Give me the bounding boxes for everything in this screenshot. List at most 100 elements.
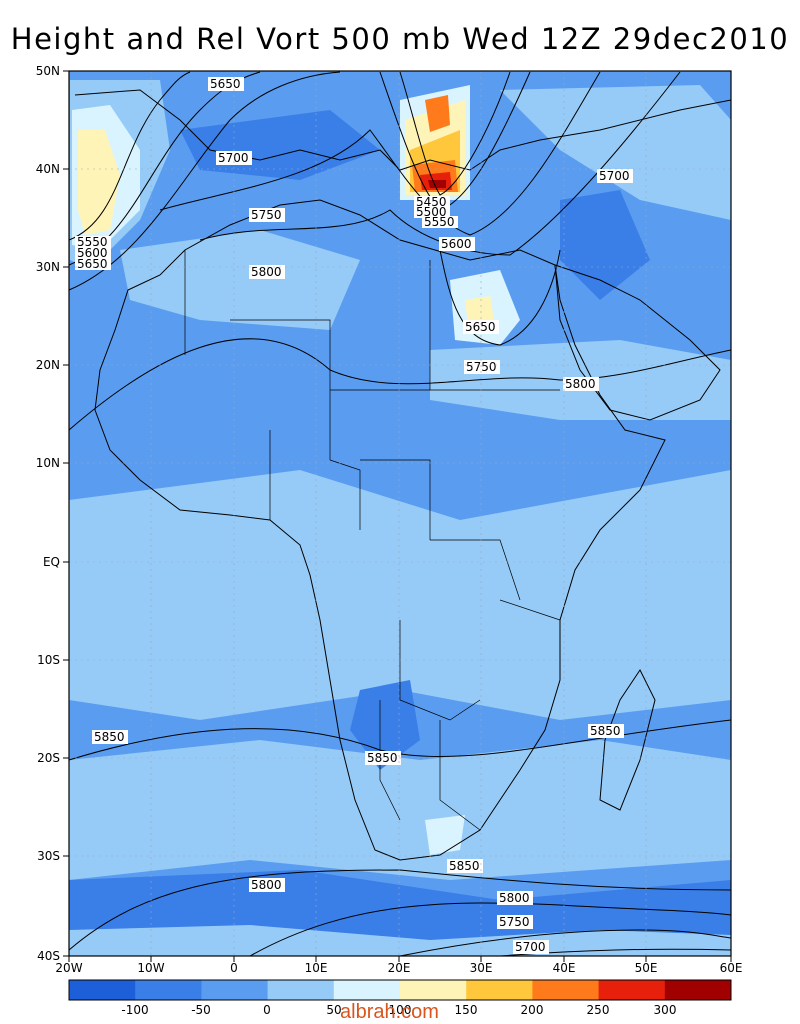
vorticity-patch-positive [465, 296, 495, 326]
contour-label: 5800 [563, 377, 599, 391]
contour-label-text: 5550 [424, 215, 455, 229]
contour-label: 5750 [497, 915, 533, 929]
contour-label-text: 5750 [499, 915, 530, 929]
colorbar-frame [68, 979, 732, 1001]
vorticity-patch-dark [560, 190, 650, 300]
contour-label: 5750 [464, 360, 500, 374]
contour-label: 5650 [463, 320, 499, 334]
contour-label-text: 5650 [465, 320, 496, 334]
lat-label: 10N [36, 456, 60, 470]
lat-label: 20S [37, 751, 60, 765]
contour-label-text: 5700 [515, 940, 546, 954]
lon-label: 60E [720, 961, 743, 975]
height-contour [159, 71, 601, 236]
colorbar-swatch [69, 980, 136, 1000]
colorbar-tick-label: -100 [121, 1003, 148, 1017]
country-borders [184, 250, 561, 831]
graticule [69, 71, 731, 956]
watermark: albrah.com [340, 1001, 439, 1023]
vorticity-band-light [69, 740, 731, 880]
vorticity-patch-dark [350, 680, 420, 770]
contour-label: 5650 [75, 257, 111, 271]
contour-label: 5600 [439, 237, 475, 251]
contour-label: 5700 [597, 169, 633, 183]
contour-label: 5450 [414, 195, 450, 209]
arabia-coastline [554, 264, 721, 421]
contour-label: 5650 [208, 77, 244, 91]
contour-label: 5700 [513, 940, 549, 954]
colorbar-swatch [466, 980, 533, 1000]
contour-label: 5550 [75, 235, 111, 249]
lon-label: 30E [470, 961, 493, 975]
tick-marks [63, 70, 732, 962]
height-contour [68, 869, 732, 951]
plot-frame [68, 70, 732, 957]
contour-label-text: 5700 [218, 151, 249, 165]
height-contour [439, 249, 561, 346]
contour-label-text: 5600 [77, 246, 108, 260]
colorbar-swatch [532, 980, 600, 1000]
colorbar-swatch [201, 980, 269, 1000]
lat-label: 40N [36, 162, 60, 176]
contour-label-text: 5450 [416, 195, 447, 209]
contour-label: 5750 [249, 208, 285, 222]
contour-label-text: 5500 [416, 205, 447, 219]
lon-label: 10E [305, 961, 328, 975]
contour-label-text: 5800 [251, 265, 282, 279]
contour-label: 5850 [92, 730, 128, 744]
lat-label: 30N [36, 260, 60, 274]
lon-label: 50E [635, 961, 658, 975]
height-contour [68, 338, 732, 431]
contour-label: 5850 [447, 859, 483, 873]
contour-label-text: 5650 [210, 77, 241, 91]
colorbar-swatch [400, 980, 467, 1000]
vorticity-patch-positive [425, 95, 450, 132]
contour-label: 5500 [414, 205, 450, 219]
contour-label-text: 5650 [77, 257, 108, 271]
height-contour [68, 719, 732, 761]
lon-label: 20W [55, 961, 82, 975]
colorbar-swatch [664, 980, 732, 1000]
lon-label: 40E [553, 961, 576, 975]
height-contour [399, 71, 511, 196]
colorbar-tick-label: 300 [654, 1003, 677, 1017]
contour-label-text: 5800 [251, 878, 282, 892]
contour-label: 5800 [497, 891, 533, 905]
colorbar-swatch [135, 980, 202, 1000]
africa-coastline [94, 199, 666, 861]
height-contour [68, 71, 341, 291]
latitude-labels: 50N 40N 30N 20N 10N EQ 10S 20S 30S 40S [36, 64, 60, 963]
colorbar-tick-label: 150 [455, 1003, 478, 1017]
contour-label-text: 5850 [590, 724, 621, 738]
lat-label: 10S [37, 653, 60, 667]
europe-coastline [74, 89, 732, 171]
contour-label-text: 5850 [449, 859, 480, 873]
height-contour [399, 929, 732, 957]
contour-label: 5800 [249, 265, 285, 279]
colorbar-swatch [333, 980, 401, 1000]
colorbar-ticks: -100 -50 0 50 100 150 200 250 300 [121, 1003, 676, 1017]
longitude-labels: 20W 10W 0 10E 20E 30E 40E 50E 60E [55, 961, 742, 975]
lat-label: EQ [43, 555, 60, 569]
colorbar-swatch [267, 980, 335, 1000]
colorbar-tick-label: -50 [191, 1003, 211, 1017]
madagascar-coastline [599, 669, 656, 811]
contour-label: 5800 [249, 878, 285, 892]
coastlines [74, 89, 732, 861]
contour-label: 5700 [216, 151, 252, 165]
colorbar-swatch [598, 980, 666, 1000]
colorbar-tick-label: 50 [326, 1003, 341, 1017]
lon-label: 10W [137, 961, 164, 975]
colorbar-tick-label: 250 [587, 1003, 610, 1017]
contour-label-text: 5550 [77, 235, 108, 249]
map-title: Height and Rel Vort 500 mb Wed 12Z 29dec… [10, 22, 790, 56]
colorbar-tick-label: 100 [389, 1003, 412, 1017]
vorticity-patch-positive [425, 815, 465, 855]
lat-label: 30S [37, 849, 60, 863]
lat-label: 50N [36, 64, 60, 78]
contour-label-text: 5750 [251, 208, 282, 222]
colorbar-swatches [69, 980, 732, 1000]
colorbar-tick-label: 0 [263, 1003, 271, 1017]
lat-label: 20N [36, 358, 60, 372]
